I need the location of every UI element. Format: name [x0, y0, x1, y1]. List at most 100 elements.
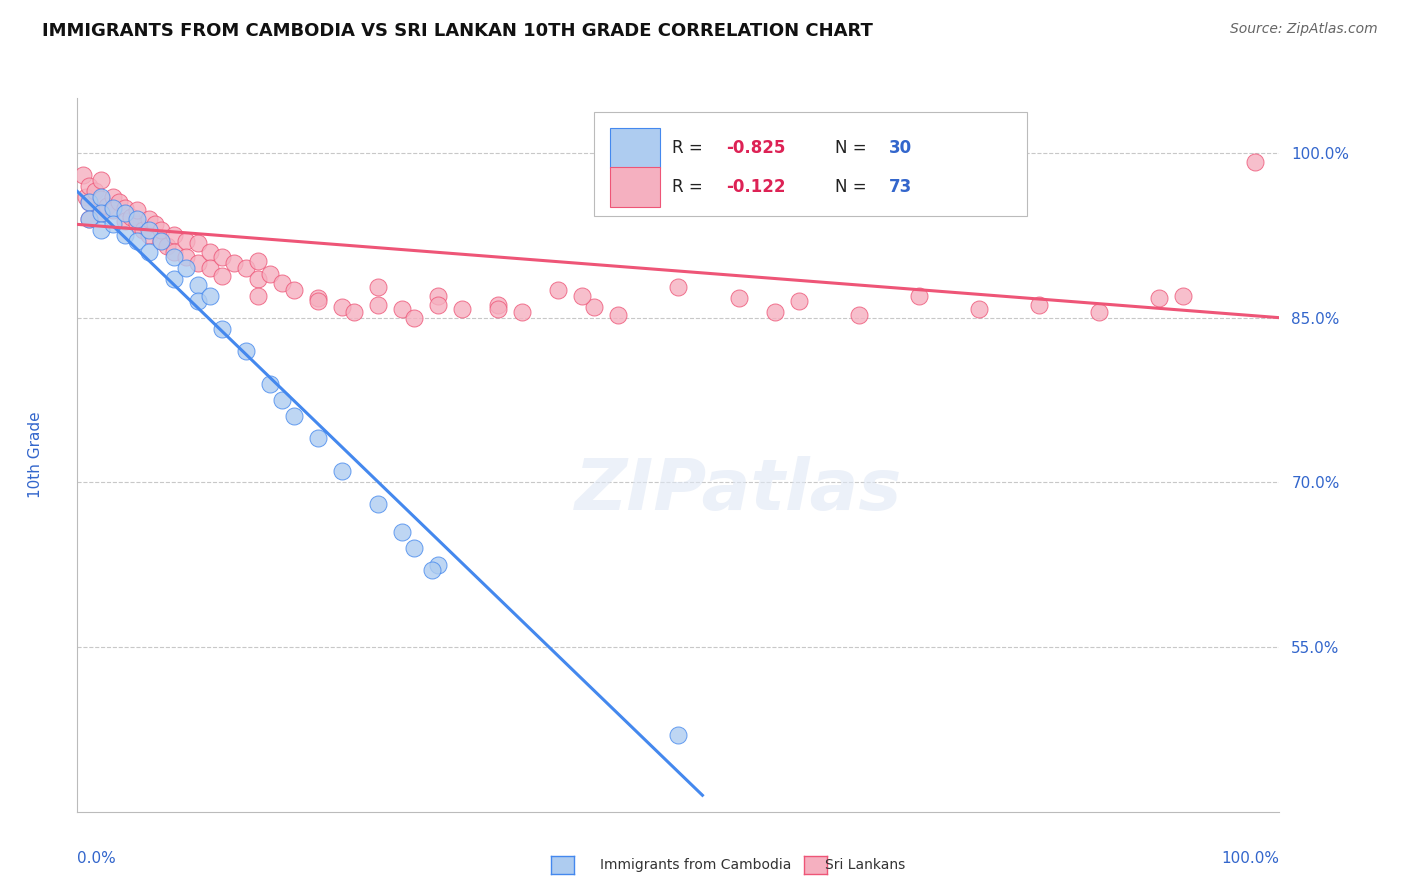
Point	[222, 256, 245, 270]
Point	[198, 244, 221, 259]
Point	[787, 294, 810, 309]
Point	[150, 223, 173, 237]
Point	[187, 294, 209, 309]
Point	[967, 301, 990, 316]
Point	[75, 190, 97, 204]
Point	[108, 195, 131, 210]
Point	[367, 497, 389, 511]
Point	[138, 211, 160, 226]
Text: IMMIGRANTS FROM CAMBODIA VS SRI LANKAN 10TH GRADE CORRELATION CHART: IMMIGRANTS FROM CAMBODIA VS SRI LANKAN 1…	[42, 22, 873, 40]
Point	[127, 234, 149, 248]
Point	[138, 223, 160, 237]
Point	[307, 294, 329, 309]
Point	[486, 297, 509, 311]
Point	[84, 185, 107, 199]
Point	[235, 343, 257, 358]
Point	[127, 203, 149, 218]
Point	[307, 432, 329, 446]
Point	[174, 261, 197, 276]
Point	[103, 190, 125, 204]
Point	[848, 309, 870, 323]
Point	[402, 541, 425, 556]
Text: -0.825: -0.825	[727, 139, 786, 157]
Point	[162, 272, 184, 286]
FancyBboxPatch shape	[595, 112, 1026, 216]
Point	[763, 305, 786, 319]
Point	[96, 199, 118, 213]
Point	[427, 297, 450, 311]
Point	[211, 268, 233, 283]
Point	[162, 244, 184, 259]
Point	[114, 201, 136, 215]
Point	[391, 524, 413, 539]
Point	[1173, 289, 1195, 303]
Point	[187, 277, 209, 292]
Point	[79, 195, 101, 210]
Point	[427, 558, 450, 572]
Point	[330, 300, 353, 314]
Point	[162, 250, 184, 264]
FancyBboxPatch shape	[610, 128, 661, 168]
Point	[486, 301, 509, 316]
Text: 73: 73	[889, 178, 912, 196]
Text: N =: N =	[835, 139, 872, 157]
Point	[668, 280, 690, 294]
Point	[198, 289, 221, 303]
Point	[90, 192, 112, 206]
Point	[367, 280, 389, 294]
Point	[114, 228, 136, 243]
Point	[90, 206, 112, 220]
Point	[138, 228, 160, 243]
Point	[79, 178, 101, 193]
Text: 0.0%: 0.0%	[77, 851, 117, 866]
Point	[211, 321, 233, 335]
Point	[103, 203, 125, 218]
Point	[127, 218, 149, 232]
Text: ZIPatlas: ZIPatlas	[575, 456, 903, 525]
Point	[103, 218, 125, 232]
Point	[727, 291, 749, 305]
Text: 10th Grade: 10th Grade	[28, 411, 42, 499]
Point	[246, 253, 269, 268]
Point	[132, 223, 155, 237]
Point	[235, 261, 257, 276]
Point	[1028, 297, 1050, 311]
Point	[402, 310, 425, 325]
Point	[307, 291, 329, 305]
Text: Source: ZipAtlas.com: Source: ZipAtlas.com	[1230, 22, 1378, 37]
Point	[79, 211, 101, 226]
Point	[1149, 291, 1171, 305]
Point	[90, 223, 112, 237]
Point	[120, 210, 142, 224]
Point	[90, 206, 112, 220]
Point	[90, 173, 112, 187]
Point	[607, 309, 630, 323]
Point	[79, 211, 101, 226]
Point	[72, 168, 94, 182]
Text: R =: R =	[672, 178, 709, 196]
Point	[187, 256, 209, 270]
Point	[103, 201, 125, 215]
Point	[367, 297, 389, 311]
Point	[547, 283, 569, 297]
Point	[451, 301, 474, 316]
Text: -0.122: -0.122	[727, 178, 786, 196]
Point	[138, 244, 160, 259]
Point	[391, 301, 413, 316]
Text: 100.0%: 100.0%	[1222, 851, 1279, 866]
Point	[211, 250, 233, 264]
Text: Immigrants from Cambodia: Immigrants from Cambodia	[600, 858, 792, 872]
Point	[156, 239, 179, 253]
Point	[246, 289, 269, 303]
Point	[1244, 154, 1267, 169]
Point	[246, 272, 269, 286]
Point	[150, 234, 173, 248]
Point	[259, 376, 281, 391]
Point	[343, 305, 366, 319]
Point	[571, 289, 593, 303]
Point	[150, 234, 173, 248]
Point	[330, 464, 353, 478]
Point	[283, 409, 305, 424]
Point	[259, 267, 281, 281]
Point	[174, 250, 197, 264]
